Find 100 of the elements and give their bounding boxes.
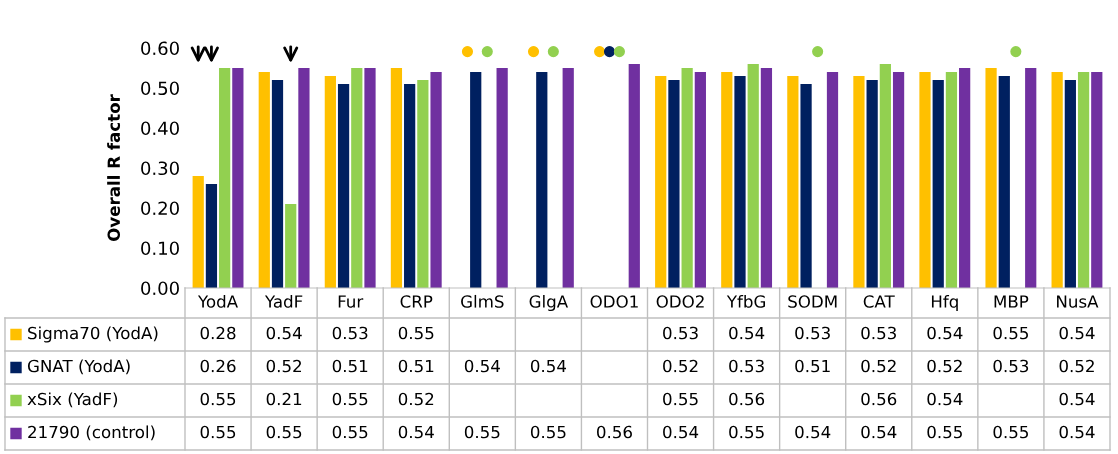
data-label: 0.54 — [861, 425, 897, 439]
bar — [258, 72, 270, 288]
data-label: 0.51 — [332, 359, 368, 373]
legend-label: 21790 (control) — [28, 425, 155, 441]
bar — [1064, 80, 1076, 288]
bar — [681, 68, 693, 288]
data-label: 0.55 — [398, 326, 434, 340]
bar — [945, 72, 958, 288]
data-label: 0.55 — [266, 425, 302, 439]
data-label: 0.51 — [398, 359, 434, 373]
data-label: 0.54 — [530, 359, 567, 373]
bar — [390, 68, 403, 288]
bar — [417, 80, 429, 288]
x-tick-label: YadF — [264, 294, 303, 308]
data-label: 0.21 — [266, 392, 302, 406]
data-label: 0.54 — [927, 326, 963, 340]
x-tick-label: MBP — [994, 295, 1029, 308]
data-label: 0.52 — [861, 359, 896, 373]
bar — [826, 72, 839, 288]
bar — [668, 80, 680, 288]
y-tick-label: 0.20 — [141, 201, 179, 216]
data-label: 0.55 — [993, 425, 1028, 439]
bar — [337, 84, 350, 288]
bar — [985, 68, 997, 288]
data-label: 0.55 — [200, 392, 236, 406]
data-label: 0.52 — [663, 359, 698, 373]
bar — [562, 68, 574, 288]
bar — [536, 72, 548, 288]
data-label: 0.53 — [332, 326, 368, 340]
y-tick-label: 0.00 — [141, 281, 179, 296]
bar — [866, 80, 878, 288]
bar — [1051, 72, 1063, 288]
data-label: 0.55 — [729, 425, 764, 439]
bar — [959, 68, 971, 288]
data-label: 0.55 — [530, 425, 566, 439]
data-label: 0.55 — [464, 425, 500, 439]
data-label: 0.52 — [398, 392, 434, 406]
legend-label: GNAT (YodA) — [27, 359, 130, 375]
x-tick-label: GlmS — [461, 294, 504, 308]
bar — [919, 72, 931, 288]
bar — [1077, 72, 1090, 288]
data-label: 0.53 — [861, 326, 896, 340]
x-tick-label: ODO2 — [656, 295, 704, 308]
bar — [364, 68, 376, 288]
data-label: 0.52 — [266, 359, 301, 373]
data-label: 0.53 — [663, 326, 698, 340]
x-tick-label: YfbG — [726, 294, 766, 308]
bar — [324, 76, 336, 288]
data-label: 0.56 — [729, 392, 765, 406]
y-tick-label: 0.50 — [141, 81, 179, 96]
data-label: 0.26 — [200, 359, 236, 373]
bar — [694, 72, 706, 288]
data-label: 0.55 — [663, 392, 698, 406]
x-tick-label: NusA — [1057, 295, 1099, 308]
bar — [760, 68, 773, 288]
bar — [271, 80, 284, 288]
x-tick-label: Hfq — [931, 294, 958, 312]
y-tick-label: 0.60 — [141, 41, 179, 56]
bar — [853, 76, 865, 288]
bar — [192, 176, 204, 288]
x-tick-label: CRP — [400, 295, 433, 308]
data-label: 0.54 — [927, 392, 963, 406]
bar — [721, 72, 733, 288]
bar — [1025, 68, 1037, 288]
y-tick-label: 0.30 — [141, 161, 179, 176]
bar — [1091, 72, 1103, 288]
data-label: 0.54 — [1059, 326, 1095, 340]
y-tick-label: 0.40 — [141, 121, 179, 136]
data-label: 0.54 — [663, 425, 699, 439]
data-label: 0.56 — [861, 392, 897, 406]
data-label: 0.55 — [332, 392, 368, 406]
data-label: 0.54 — [266, 326, 302, 340]
data-label: 0.56 — [597, 425, 632, 439]
x-tick-label: GlgA — [529, 294, 569, 312]
data-label: 0.54 — [795, 425, 831, 439]
data-label: 0.54 — [1059, 392, 1095, 406]
bar — [351, 68, 363, 288]
data-label: 0.28 — [200, 326, 236, 340]
x-tick-label: YodA — [197, 294, 238, 308]
data-label: 0.55 — [200, 425, 236, 439]
bar — [404, 84, 416, 288]
data-label: 0.55 — [993, 326, 1028, 340]
bar — [285, 204, 297, 288]
data-label: 0.53 — [993, 359, 1029, 373]
bar — [430, 72, 442, 288]
bar — [298, 68, 310, 288]
data-label: 0.53 — [795, 326, 830, 340]
x-tick-label: CAT — [863, 295, 895, 308]
legend-label: xSix (YadF) — [27, 392, 118, 408]
data-label: 0.55 — [927, 425, 962, 439]
bar — [219, 68, 231, 288]
y-tick-label: 0.10 — [141, 241, 179, 256]
data-label: 0.54 — [398, 425, 434, 439]
bar — [747, 64, 759, 288]
bar — [205, 184, 218, 288]
data-label: 0.55 — [332, 425, 368, 439]
x-tick-label: Fur — [338, 295, 364, 308]
bar — [628, 64, 640, 288]
x-tick-label: ODO1 — [590, 295, 638, 308]
data-label: 0.54 — [729, 326, 765, 340]
